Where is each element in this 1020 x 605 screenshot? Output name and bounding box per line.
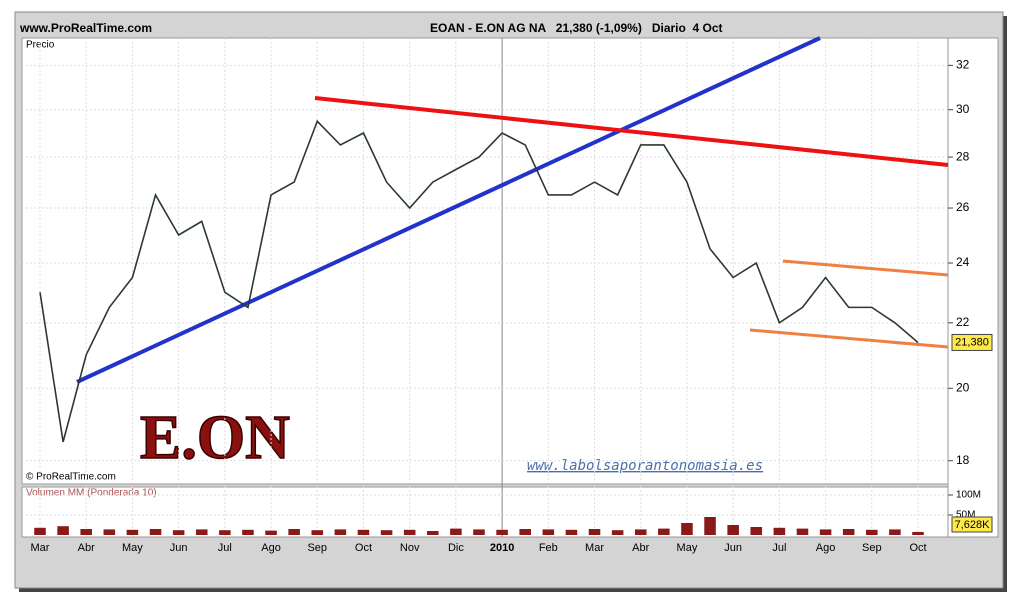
- y-tick-label: 24: [956, 255, 970, 269]
- volume-bar: [842, 529, 855, 535]
- y-tick-label: 50M: [956, 510, 975, 521]
- volume-bar: [311, 530, 324, 535]
- volume-bar: [172, 530, 185, 535]
- instrument: EOAN - E.ON AG NA 21,380 (-1,09%) Diario…: [430, 21, 723, 35]
- x-tick-label: Jul: [772, 542, 786, 554]
- y-tick-label: 32: [956, 58, 970, 72]
- volume-bar: [681, 523, 693, 535]
- price-line: [39, 119, 919, 443]
- trend-line: [314, 96, 949, 167]
- x-tick-label: May: [677, 542, 698, 554]
- volume-bar: [334, 529, 347, 535]
- logo: E.ON: [140, 404, 290, 472]
- panel-title: Precio: [26, 40, 55, 51]
- panel-title: Volumen MM (Ponderada 10): [26, 488, 157, 499]
- channel-line: [749, 328, 949, 349]
- volume-bar: [727, 525, 739, 535]
- volume-bar: [912, 531, 924, 535]
- x-tick-label: Jun: [724, 542, 742, 554]
- x-tick-label: Sep: [307, 542, 327, 554]
- copyright: © ProRealTime.com: [26, 472, 116, 483]
- y-tick-label: 26: [956, 200, 970, 214]
- volume-bar: [565, 529, 578, 535]
- volume-bar: [403, 529, 416, 535]
- price-tag: 21,380: [955, 336, 989, 348]
- volume-bar: [704, 517, 716, 535]
- volume-bar: [380, 530, 393, 535]
- channel-line: [782, 259, 949, 277]
- y-tick-label: 20: [956, 380, 970, 394]
- volume-bar: [57, 526, 69, 535]
- volume-bar: [519, 529, 531, 535]
- x-tick-label: Oct: [909, 542, 926, 554]
- x-tick-label: Ago: [816, 542, 836, 554]
- x-tick-label: Feb: [539, 542, 558, 554]
- axis-panel: [947, 37, 999, 538]
- y-tick-label: 18: [956, 453, 970, 467]
- x-tick-label: Jun: [170, 542, 188, 554]
- price-tag-box: [951, 333, 993, 351]
- volume-bar: [34, 527, 46, 535]
- trend-line: [76, 36, 821, 384]
- x-tick-label: Abr: [632, 542, 649, 554]
- volume-bar: [288, 529, 300, 535]
- volume-bar: [450, 528, 462, 535]
- volume-bar: [496, 529, 508, 535]
- volume-bar: [588, 529, 601, 535]
- volume-bar: [750, 527, 763, 535]
- x-tick-label: Mar: [31, 542, 50, 554]
- volume-bar: [357, 529, 370, 535]
- watermark: www.labolsaporantonomasia.es: [527, 458, 763, 474]
- volume-bar: [658, 528, 670, 535]
- x-tick-label: Mar: [585, 542, 604, 554]
- volume-tag: 7,628K: [955, 519, 991, 531]
- volume-bar: [773, 527, 786, 535]
- site: www.ProRealTime.com: [19, 21, 152, 35]
- x-tick-label: Nov: [400, 542, 420, 554]
- volume-bar: [427, 531, 439, 535]
- volume-bar: [542, 529, 555, 535]
- volume-bar: [195, 529, 208, 535]
- volume-bar: [866, 529, 878, 535]
- volume-bar: [103, 529, 116, 535]
- volume-bar: [796, 528, 809, 535]
- volume-bar: [219, 530, 231, 535]
- y-tick-label: 28: [956, 149, 970, 163]
- x-tick-label: May: [122, 542, 143, 554]
- volume-bar: [634, 529, 647, 535]
- volume-bar: [889, 529, 901, 535]
- volume-bar: [819, 529, 832, 535]
- x-tick-label: Ago: [261, 542, 281, 554]
- x-tick-label: Abr: [78, 542, 95, 554]
- volume-bar: [265, 530, 277, 535]
- volume-bar: [149, 529, 162, 535]
- volume-bar: [126, 529, 139, 535]
- volume-panel: [21, 486, 949, 538]
- x-tick-label: 2010: [490, 542, 514, 554]
- x-tick-label: Sep: [862, 542, 882, 554]
- volume-bar: [80, 529, 92, 535]
- x-tick-label: Oct: [355, 542, 372, 554]
- x-tick-label: Jul: [218, 542, 232, 554]
- volume-bar: [611, 530, 624, 535]
- x-tick-label: Dic: [448, 542, 464, 554]
- y-tick-label: 22: [956, 315, 970, 329]
- y-tick-label: 30: [956, 102, 970, 116]
- volume-bar: [473, 529, 485, 535]
- y-tick-label: 100M: [956, 490, 981, 501]
- volume-bar: [242, 529, 254, 535]
- volume-tag-box: [951, 516, 993, 533]
